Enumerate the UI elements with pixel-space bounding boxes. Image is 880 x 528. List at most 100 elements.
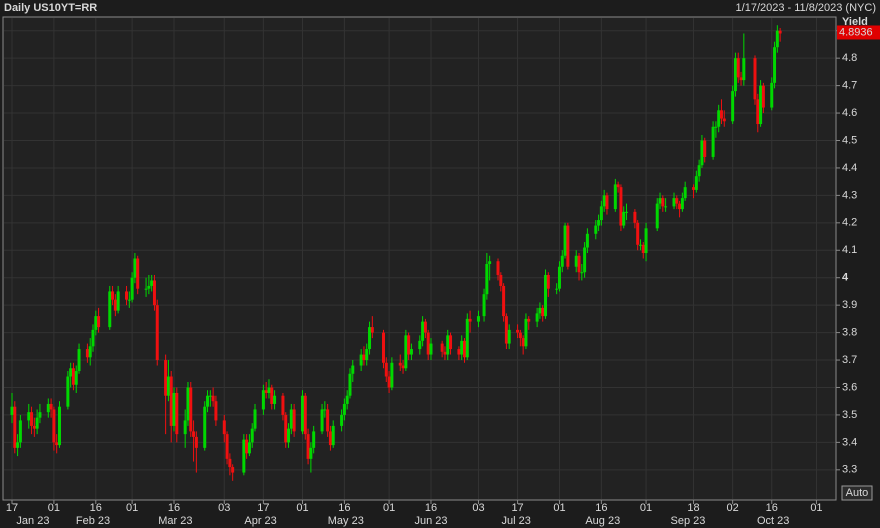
candle-body (711, 126, 715, 157)
candle-body (759, 85, 763, 125)
last-price-tag (837, 25, 880, 40)
candle-body (692, 187, 696, 190)
candle-body (253, 409, 257, 429)
candle-body (192, 431, 196, 437)
x-tick-label: 01 (553, 502, 565, 514)
candle-body (625, 211, 629, 213)
x-tick-label: 03 (472, 502, 484, 514)
candle-body (401, 365, 405, 369)
chart-title: Daily US10YT=RR (4, 2, 97, 14)
candle-body (742, 58, 746, 81)
candle-body (312, 431, 316, 448)
candle-body (655, 203, 659, 229)
candle-body (320, 409, 324, 432)
candle-body (658, 198, 662, 204)
candle-body (429, 343, 433, 355)
candle-body (703, 140, 707, 157)
candle-body (694, 176, 698, 190)
month-label: Apr 23 (244, 515, 276, 527)
y-tick-label: 3.8 (842, 327, 857, 339)
candle-body (46, 403, 50, 413)
x-tick-label: 16 (425, 502, 437, 514)
candle-body (164, 360, 168, 396)
candle-body (152, 280, 156, 306)
candle-body (731, 91, 735, 122)
x-tick-label: 16 (766, 502, 778, 514)
candle-body (507, 329, 511, 344)
candle-body (770, 82, 774, 108)
candle-body (577, 255, 581, 273)
candle-body (326, 409, 330, 432)
candle-body (340, 414, 344, 426)
y-tick-label: 4.1 (842, 244, 857, 256)
y-tick-label: 4.2 (842, 217, 857, 229)
candle-body (597, 220, 601, 226)
candle-body (27, 412, 31, 421)
candle-body (638, 244, 642, 246)
candle-body (351, 365, 355, 374)
candle-body (111, 291, 115, 300)
candle-body (496, 261, 500, 275)
candle-body (245, 439, 249, 454)
candle-body (449, 335, 453, 350)
candle-body (150, 280, 154, 286)
candle-body (13, 406, 17, 448)
axes: 3.3 3.4 3.5 3.6 3.7 3.8 3.9 4 4.1 4.2 4.3 4.4 4.5 4.6… (6, 25, 880, 527)
candle-body (222, 420, 226, 435)
candle-body (527, 318, 531, 322)
y-tick-label: 4.3 (842, 189, 857, 201)
candle-body (622, 211, 626, 226)
candle-body (323, 409, 327, 411)
candle-body (94, 316, 98, 330)
x-tick-label: 16 (90, 502, 102, 514)
candle-body (368, 327, 372, 350)
candle-body (186, 387, 190, 421)
candle-body (476, 316, 480, 322)
candle-body (633, 211, 637, 223)
candle-body (16, 442, 20, 448)
candle-body (739, 77, 743, 81)
candle-body (127, 299, 131, 301)
candle-body (485, 263, 489, 295)
candle-body (384, 362, 388, 377)
candle-body (289, 409, 293, 429)
date-range: 1/17/2023 - 11/8/2023 (NYC) (736, 2, 876, 14)
candle-body (231, 467, 235, 473)
candle-body (460, 340, 464, 355)
candle-body (733, 58, 737, 92)
candle-body (546, 274, 550, 289)
candle-body (457, 349, 461, 355)
candle-body (594, 225, 598, 234)
candle-body (362, 354, 366, 361)
candle-body (714, 126, 718, 128)
y-tick-label: 3.6 (842, 381, 857, 393)
candle-body (753, 58, 757, 100)
candle-body (463, 340, 467, 358)
x-tick-label: 01 (296, 502, 308, 514)
y-tick-label: 4.5 (842, 134, 857, 146)
auto-button[interactable] (841, 485, 873, 501)
candle-body (443, 351, 447, 355)
candle-body (619, 187, 623, 226)
x-tick-label: 17 (511, 502, 523, 514)
candle-body (518, 332, 522, 339)
y-tick-label: 3.3 (842, 464, 857, 476)
x-tick-label: 01 (48, 502, 60, 514)
candle-body (365, 349, 369, 361)
x-tick-label: 16 (338, 502, 350, 514)
candle-body (680, 198, 684, 210)
candle-body (563, 225, 567, 256)
candle-body (77, 349, 81, 372)
candle-body (683, 187, 687, 199)
candle-body (387, 376, 391, 388)
candle-body (175, 392, 179, 435)
candle-body (560, 255, 564, 267)
candle-body (303, 395, 307, 435)
y-tick-label: 3.4 (842, 436, 857, 448)
candle-body (585, 233, 589, 248)
candle-body (74, 371, 78, 385)
auto-button-label[interactable]: Auto (846, 487, 869, 499)
candle-body (130, 277, 134, 300)
candle-body (242, 439, 246, 473)
candle-body (144, 288, 148, 290)
